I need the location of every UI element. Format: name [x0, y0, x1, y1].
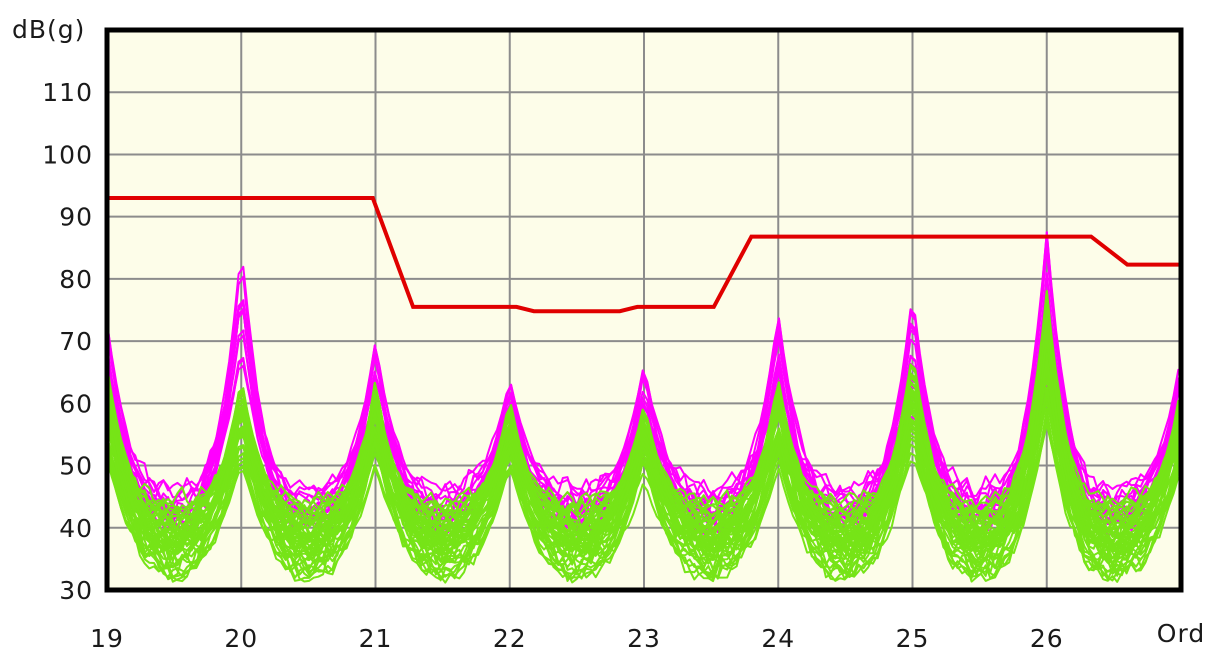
- x-tick-label: 22: [493, 624, 527, 653]
- y-tick-label: 90: [59, 203, 93, 232]
- x-tick-labels: 19 20 21 22 23 24 25 26: [90, 624, 1064, 653]
- x-tick-label: 20: [224, 624, 258, 653]
- green-order-family-line: [106, 423, 1180, 561]
- green-order-family-line: [106, 332, 1180, 566]
- y-tick-label: 100: [42, 140, 93, 169]
- green-order-family-line: [106, 364, 1180, 556]
- x-tick-label: 25: [896, 624, 930, 653]
- y-tick-label: 40: [59, 514, 93, 543]
- green-order-family-line: [106, 290, 1180, 528]
- y-tick-label: 70: [59, 327, 93, 356]
- x-axis-unit-label: Ord: [1156, 619, 1206, 648]
- plot-border: [104, 27, 1184, 593]
- y-tick-label: 80: [59, 265, 93, 294]
- y-axis-unit-label: dB(g): [12, 15, 86, 44]
- magenta-order-family-line: [106, 296, 1180, 523]
- y-tick-label: 60: [59, 389, 93, 418]
- green-order-family-line: [106, 386, 1180, 567]
- x-tick-label: 24: [761, 624, 795, 653]
- x-tick-label: 26: [1030, 624, 1064, 653]
- x-tick-label: 23: [627, 624, 661, 653]
- limit-curve: [107, 196, 1181, 314]
- green-order-family: [106, 290, 1180, 584]
- y-tick-label: 110: [42, 78, 93, 107]
- y-tick-labels: 30 40 50 60 70 80 90 100 110: [42, 78, 93, 605]
- x-tick-label: 21: [359, 624, 393, 653]
- y-tick-label: 50: [59, 452, 93, 481]
- y-tick-label: 30: [59, 576, 93, 605]
- green-order-family-line: [106, 364, 1180, 523]
- x-tick-label: 19: [90, 624, 124, 653]
